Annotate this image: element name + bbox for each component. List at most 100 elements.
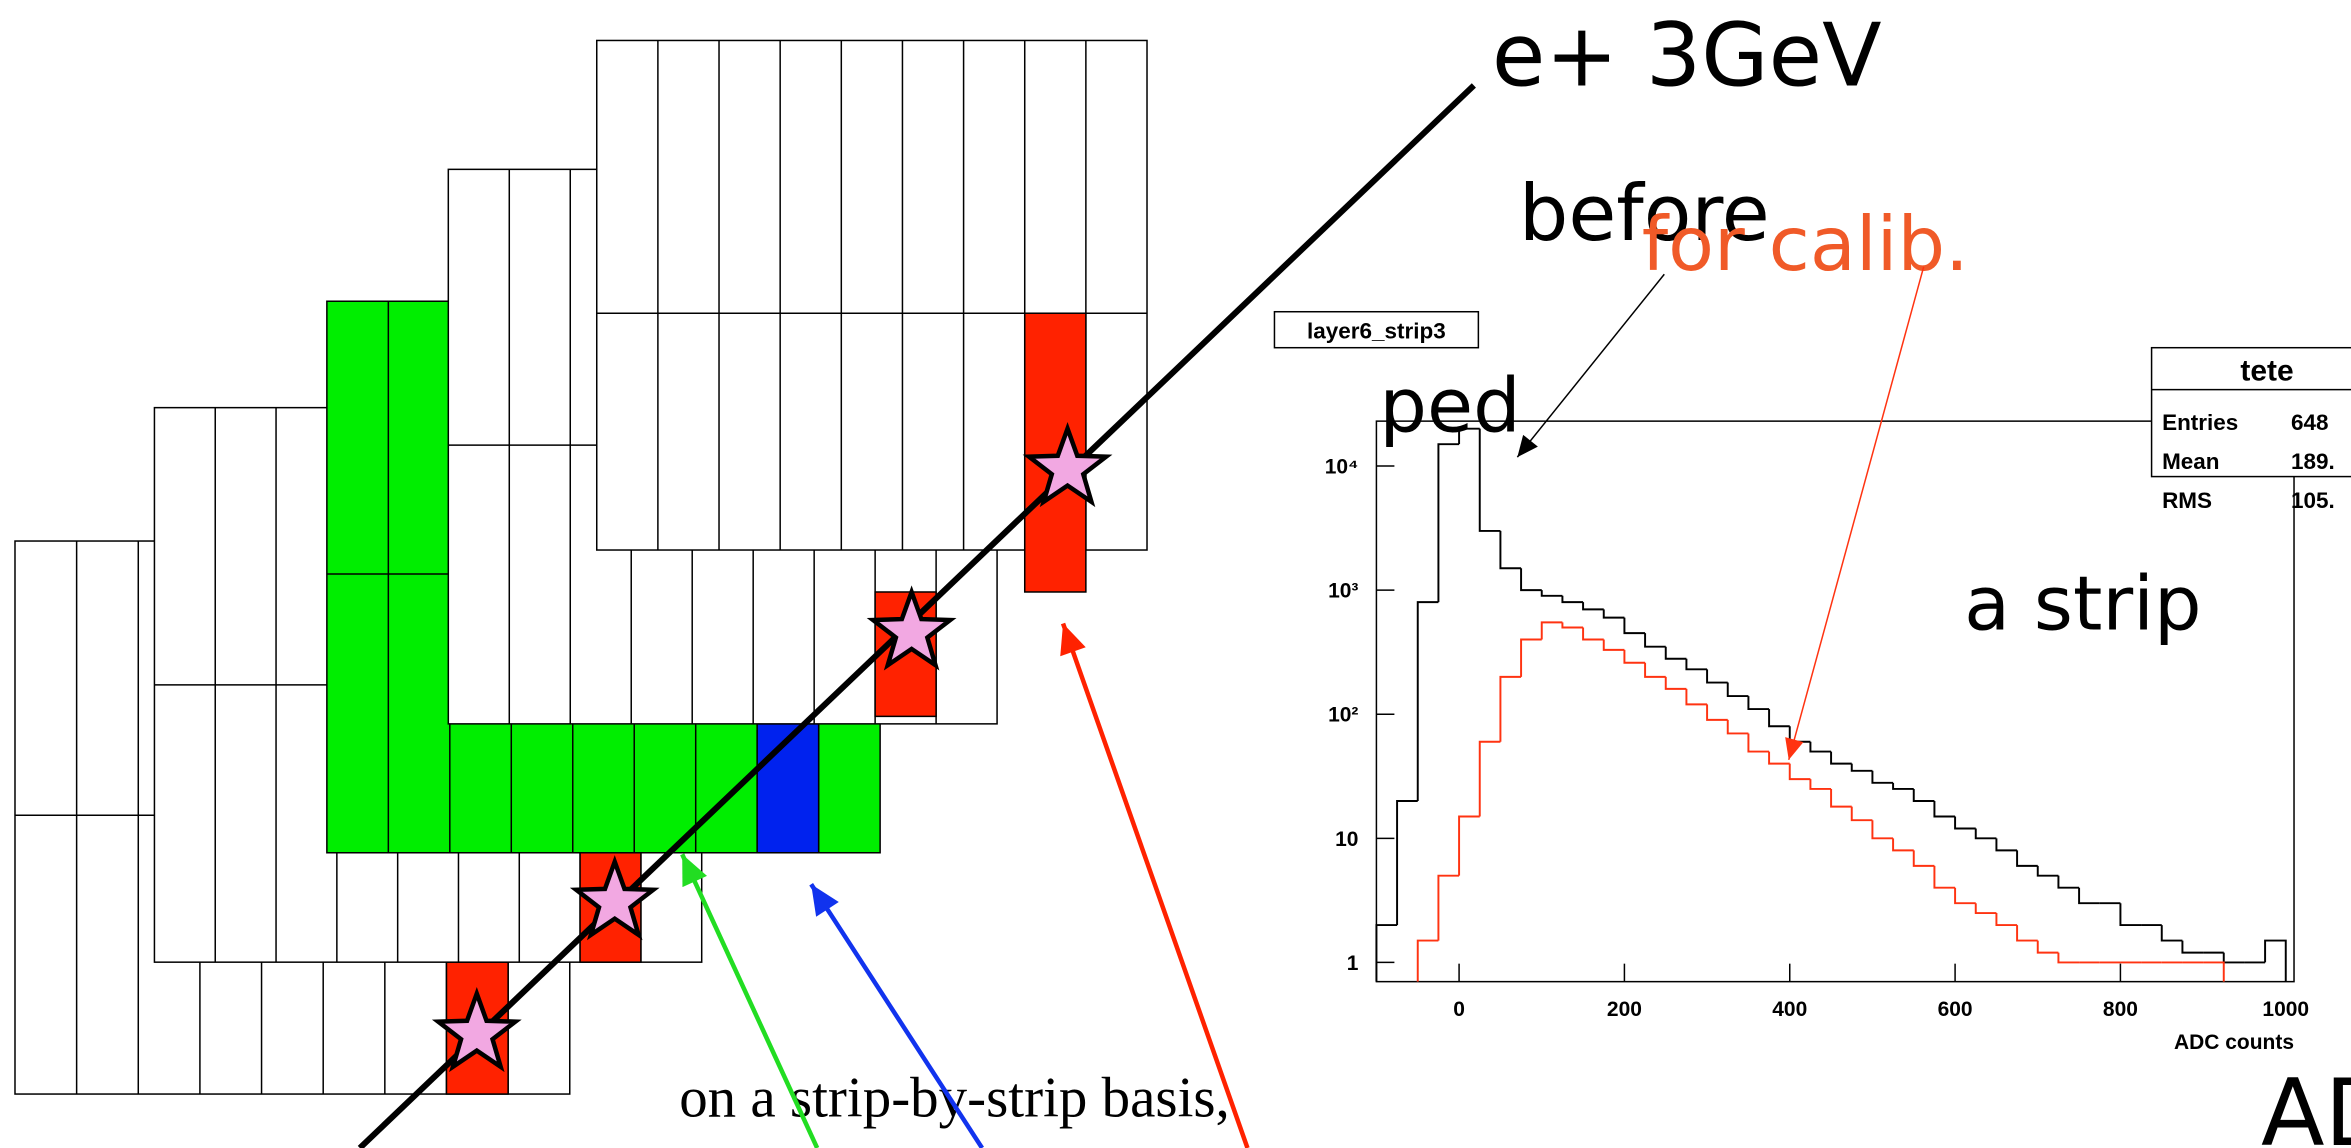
histogram-bin [1686, 689, 1707, 705]
histogram-bin [2017, 850, 2038, 866]
x-axis-label: ADC counts [2174, 1031, 2294, 1054]
histogram-bin [1666, 647, 1687, 659]
ped-label: ped [1379, 362, 1520, 450]
arrow [1517, 274, 1664, 457]
slide: 0200400600800100011010²10³10⁴ADC countsl… [0, 0, 2351, 1148]
histogram-bin [1748, 733, 1769, 751]
histogram-bin [2162, 925, 2183, 941]
histogram-bin [1459, 816, 1480, 875]
histogram-bin [1914, 850, 1935, 866]
y-tick-label: 10³ [1328, 580, 1358, 603]
plot-frame [1376, 421, 2294, 982]
histogram-bin [2038, 866, 2059, 876]
histogram-bin [1500, 677, 1521, 742]
histogram-bin [1769, 752, 1790, 764]
histogram-bin [1624, 618, 1645, 634]
histogram-bin [2017, 925, 2038, 941]
histogram-bin [1418, 602, 1439, 801]
adc-label: ADC [2261, 1059, 2351, 1148]
histogram-bin [1542, 622, 1563, 639]
histogram-bin [2038, 941, 2059, 953]
histogram-bin [1397, 801, 1418, 925]
histogram-bin [1976, 903, 1997, 913]
histogram-bin [1810, 779, 1831, 789]
histogram-bin [1707, 669, 1728, 682]
x-tick-label: 1000 [2262, 998, 2309, 1021]
histogram-bin [1831, 789, 1852, 807]
histogram-bin [1934, 866, 1955, 888]
histogram-bin [1872, 820, 1893, 838]
stats-value: 648 [2291, 410, 2329, 435]
histogram-bin [1376, 925, 1397, 982]
stats-name: tete [2240, 355, 2293, 388]
histogram-bin [1604, 609, 1625, 617]
histogram-bin [1562, 596, 1583, 602]
detector [15, 40, 1474, 1148]
histogram-bin [1624, 650, 1645, 663]
histogram-bin [1583, 602, 1604, 609]
histogram-bin [1976, 828, 1997, 838]
histogram-bin [1728, 683, 1749, 697]
x-tick-label: 0 [1453, 998, 1465, 1021]
histogram-bin [2265, 941, 2286, 982]
histogram-bin [1562, 622, 1583, 627]
histogram-bin [1790, 764, 1811, 780]
histogram-bin [1645, 663, 1666, 677]
histogram-bin [1893, 783, 1914, 789]
histogram-bin [1521, 640, 1542, 677]
histogram-bin [1852, 764, 1873, 771]
y-tick-label: 10⁴ [1325, 456, 1359, 479]
stats-key: Mean [2162, 449, 2219, 474]
histogram-bin [1686, 659, 1707, 670]
histogram-bin [1769, 709, 1790, 726]
histogram-bin [1872, 771, 1893, 783]
hist-title: layer6_strip3 [1307, 319, 1446, 344]
arrow-head [1785, 737, 1803, 760]
stats-value: 189. [2291, 449, 2335, 474]
histogram-bin [1996, 838, 2017, 850]
calib-label: for calib. [1642, 200, 1969, 288]
histogram-bin [2120, 903, 2141, 925]
histogram-bin [1955, 888, 1976, 904]
arrow [1789, 267, 1924, 760]
x-tick-label: 200 [1607, 998, 1642, 1021]
histogram-bin [2182, 941, 2203, 953]
histogram-bin [1604, 640, 1625, 650]
y-tick-label: 10² [1328, 704, 1358, 727]
y-tick-label: 10 [1335, 828, 1358, 851]
y-tick-label: 1 [1347, 952, 1359, 975]
histogram-bin [2203, 962, 2224, 981]
beam-label: e+ 3GeV [1492, 4, 1882, 106]
histogram-bin [1893, 838, 1914, 850]
strip-label: a strip [1964, 559, 2201, 647]
histogram-bin [2058, 876, 2079, 888]
histogram-bin [1955, 816, 1976, 828]
histogram-bin [1852, 807, 1873, 821]
histogram-bin [1666, 677, 1687, 689]
x-tick-label: 800 [2103, 998, 2138, 1021]
histogram-bin [2058, 953, 2079, 963]
histogram-bin [1748, 696, 1769, 709]
arrow-head [1060, 623, 1085, 656]
basis-label: on a strip-by-strip basis, [679, 1067, 1230, 1130]
stats-key: Entries [2162, 410, 2238, 435]
histogram-bin [1996, 913, 2017, 925]
x-tick-label: 600 [1938, 998, 1973, 1021]
histogram-bin [1934, 801, 1955, 817]
histogram-bin [1583, 627, 1604, 639]
stats-key: RMS [2162, 488, 2212, 513]
histogram-bin [1810, 742, 1831, 752]
histogram-bin [2224, 953, 2245, 963]
histogram-bin [1438, 876, 1459, 941]
histogram-bin [1914, 789, 1935, 801]
histogram-bin [1728, 720, 1749, 734]
histogram-bin [1438, 444, 1459, 602]
histogram-bin [1418, 941, 1439, 982]
page: {"labels": {"beam": "e+ 3GeV", "before":… [0, 0, 2351, 1148]
stats-value: 105. [2291, 488, 2335, 513]
histogram-bin [2079, 888, 2100, 904]
histogram-bin [1500, 531, 1521, 568]
histogram-bin [1542, 590, 1563, 596]
histogram-bin [1707, 704, 1728, 720]
histogram-bin [1831, 752, 1852, 764]
